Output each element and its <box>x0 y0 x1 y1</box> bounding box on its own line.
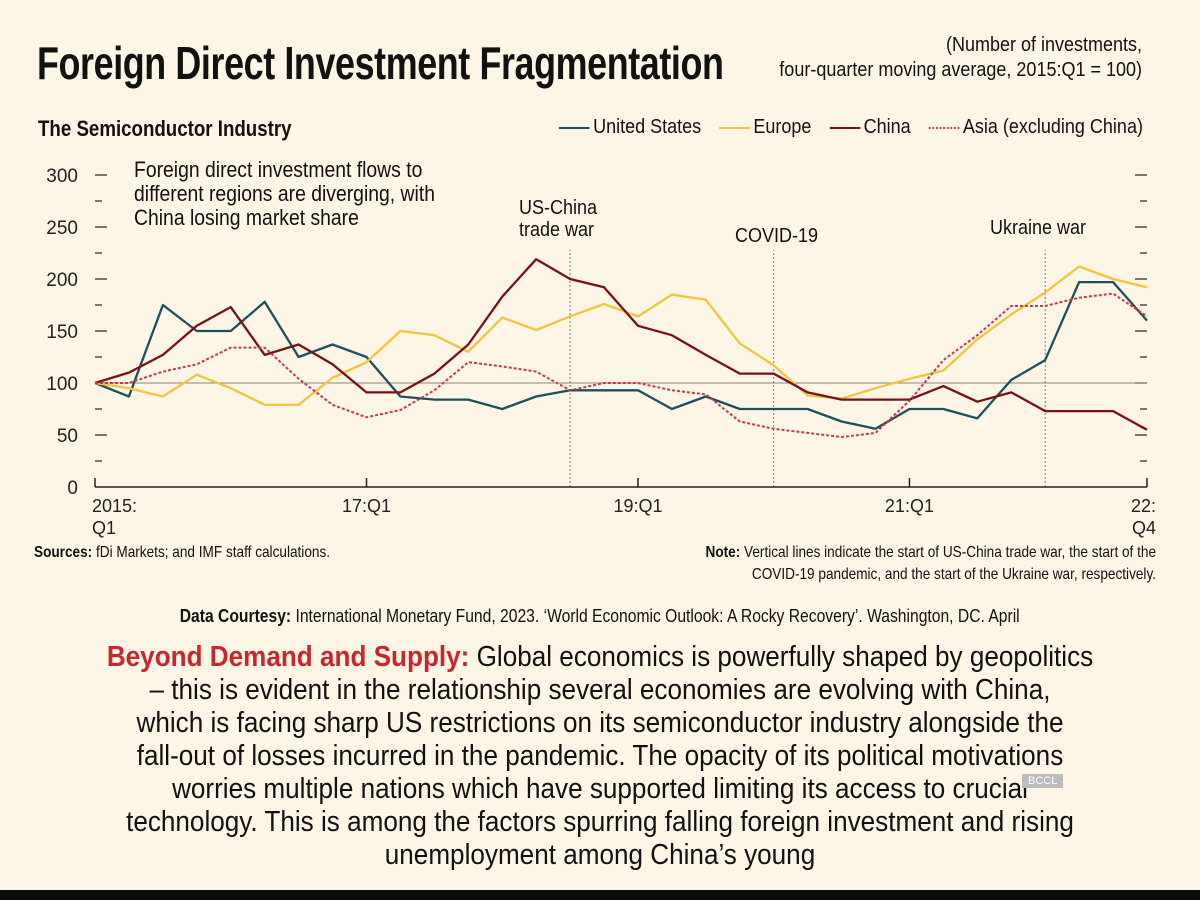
watermark: BCCL <box>1022 774 1064 788</box>
commentary-lead: Beyond Demand and Supply: <box>106 641 470 673</box>
annotation-line: different regions are diverging, with <box>134 181 435 206</box>
legend-label: United States <box>593 116 702 138</box>
commentary-text: Global economics is powerfully shaped by… <box>469 641 1094 673</box>
event-label-line: US-China <box>519 197 598 219</box>
legend-label: Asia (excluding China) <box>962 116 1143 138</box>
x-tick-label: Q1 <box>92 518 116 538</box>
legend-swatch <box>719 126 750 129</box>
y-tick-label: 50 <box>57 426 78 447</box>
event-label-line: COVID-19 <box>735 225 819 247</box>
x-tick-label: 21:Q1 <box>885 496 934 516</box>
sources-label: Sources: <box>34 544 93 561</box>
line-chart: 0 50 100 150 200 250 300 2015:Q1 17:Q1 19:Q1 21:Q1… <box>46 166 1156 538</box>
commentary-text: unemployment among China’s young <box>384 839 816 871</box>
commentary-text: fall-out of losses incurred in the pande… <box>136 740 1064 772</box>
unit-note-line: four-quarter moving average, 2015:Q1 = 1… <box>779 59 1142 81</box>
legend-item-asia: Asia (excluding China) <box>928 116 1143 139</box>
series-line-asia-excluding-china <box>95 292 1148 439</box>
legend-label: China <box>863 116 911 138</box>
event-label-trade-war: US-China trade war <box>519 197 597 241</box>
chart-annotation: Foreign direct investment flows to diffe… <box>134 158 435 230</box>
courtesy-label: Data Courtesy: <box>180 606 292 626</box>
legend-swatch <box>558 126 590 129</box>
legend-swatch <box>928 126 960 129</box>
legend-item-us: United States <box>558 116 702 139</box>
y-tick-label: 300 <box>46 166 78 187</box>
unit-note-line: (Number of investments, <box>945 34 1142 56</box>
note-text: COVID-19 pandemic, and the start of the … <box>751 566 1156 583</box>
sources-text: fDi Markets; and IMF staff calculations. <box>92 544 331 561</box>
event-label-covid: COVID-19 <box>735 225 818 247</box>
annotation-line: Foreign direct investment flows to <box>134 157 423 182</box>
legend-label: Europe <box>753 116 812 138</box>
x-tick-label: 17:Q1 <box>342 496 391 516</box>
x-tick-label: 19:Q1 <box>613 496 662 516</box>
unit-note: (Number of investments, four-quarter mov… <box>779 33 1142 83</box>
courtesy-text: International Monetary Fund, 2023. ‘Worl… <box>291 606 1020 626</box>
legend-item-china: China <box>829 116 911 139</box>
event-label-line: trade war <box>519 219 595 241</box>
legend: United States Europe China Asia (excludi… <box>558 116 1143 139</box>
annotation-line: China losing market share <box>134 205 359 230</box>
event-label-ukraine: Ukraine war <box>990 217 1086 239</box>
series-line-europe <box>94 265 1148 406</box>
y-tick-label: 0 <box>67 478 78 499</box>
commentary-text: technology. This is among the factors sp… <box>126 806 1074 838</box>
event-label-line: Ukraine war <box>990 217 1087 239</box>
legend-item-europe: Europe <box>719 116 811 139</box>
commentary-paragraph: Beyond Demand and Supply: Global economi… <box>0 641 1200 872</box>
chart-subtitle: The Semiconductor Industry <box>38 116 292 141</box>
commentary-text: worries multiple nations which have supp… <box>172 773 1028 805</box>
note: Note: Vertical lines indicate the start … <box>705 542 1156 586</box>
series-line-united-states <box>94 280 1148 430</box>
data-courtesy: Data Courtesy: International Monetary Fu… <box>0 606 1200 627</box>
chart-title: Foreign Direct Investment Fragmentation <box>37 37 724 89</box>
note-label: Note: <box>705 544 741 561</box>
sources: Sources: fDi Markets; and IMF staff calc… <box>34 544 330 562</box>
x-tick-label: 22: <box>1131 496 1156 516</box>
y-tick-label: 200 <box>46 270 78 291</box>
bottom-band <box>0 890 1200 900</box>
series-line-china <box>94 258 1148 431</box>
x-tick-label: 2015: <box>92 496 137 516</box>
commentary-text: – this is evident in the relationship se… <box>149 674 1051 706</box>
y-tick-label: 100 <box>46 374 78 395</box>
legend-swatch <box>829 126 861 129</box>
x-tick-label: Q4 <box>1132 518 1156 538</box>
note-text: Vertical lines indicate the start of US-… <box>740 544 1156 561</box>
y-tick-label: 250 <box>46 218 78 239</box>
y-tick-label: 150 <box>46 322 78 343</box>
commentary-text: which is facing sharp US restrictions on… <box>136 707 1064 739</box>
